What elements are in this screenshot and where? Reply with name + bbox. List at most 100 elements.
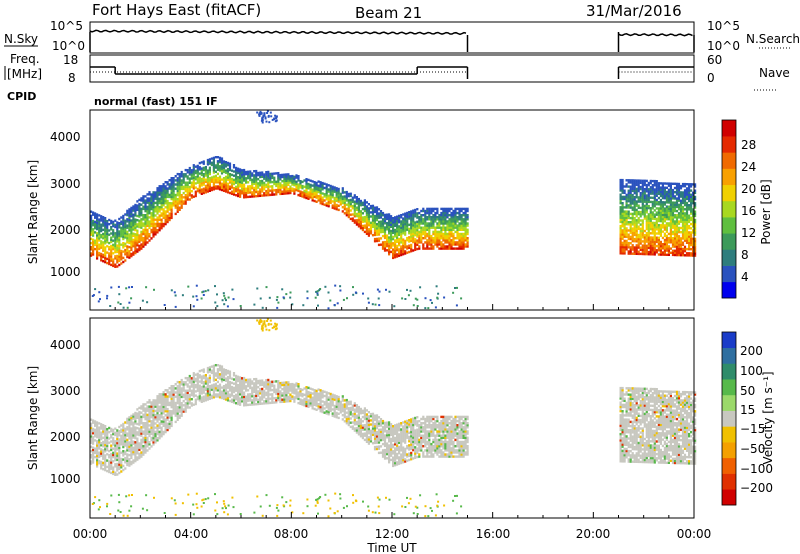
velocity-cell — [102, 440, 105, 444]
power-cell — [631, 202, 634, 205]
power-cell — [418, 237, 421, 240]
power-cell — [235, 177, 238, 180]
power-cell — [629, 206, 632, 209]
power-cell — [655, 240, 658, 244]
power-cell — [462, 243, 465, 246]
power-cell — [649, 248, 652, 252]
power-cell — [671, 224, 675, 227]
power-cell — [263, 188, 266, 191]
velocity-cell — [200, 400, 203, 403]
power-cell — [172, 179, 175, 182]
power-cell — [158, 185, 161, 188]
velocity-cell — [106, 432, 109, 435]
velocity-cell — [160, 403, 163, 406]
power-cell — [361, 218, 364, 221]
power-cell — [359, 201, 362, 205]
velocity-cell — [128, 420, 131, 423]
power-cell — [673, 232, 677, 236]
velocity-cell — [122, 441, 125, 444]
velocity-cell — [102, 461, 105, 465]
velocity-cell — [154, 409, 157, 413]
power-cell — [673, 203, 677, 206]
velocity-cell — [178, 416, 181, 419]
power-cell — [164, 197, 167, 201]
power-cell — [623, 206, 626, 209]
power-cell — [667, 213, 670, 217]
power-cell — [94, 231, 97, 234]
power-cell — [104, 227, 107, 230]
velocity-cell — [116, 454, 119, 457]
power-cell — [140, 209, 143, 213]
power-cell — [621, 183, 624, 186]
power-cell — [132, 234, 135, 237]
velocity-cell — [208, 378, 211, 382]
velocity-cell — [160, 401, 163, 404]
power-cell — [438, 241, 441, 244]
power-cell — [631, 252, 634, 255]
velocity-cell — [100, 444, 103, 447]
power-cell — [428, 239, 431, 242]
power-cell — [218, 183, 222, 187]
power-cell — [414, 208, 417, 212]
power-cell — [166, 181, 169, 184]
power-cell — [649, 217, 652, 220]
power-cell — [210, 176, 213, 179]
power-cell — [625, 248, 628, 251]
power-cell — [434, 228, 437, 231]
power-cell — [685, 233, 689, 236]
power-cell — [661, 194, 664, 198]
power-cell — [222, 185, 226, 188]
power-cell — [438, 234, 441, 238]
power-cell — [625, 239, 628, 243]
power-cell — [154, 191, 157, 194]
power-cell — [153, 288, 155, 291]
power-cell — [110, 244, 113, 248]
power-cell — [277, 172, 280, 175]
power-cell — [130, 238, 133, 241]
power-cell — [279, 184, 282, 187]
power-cell — [625, 197, 628, 201]
power-cell — [315, 290, 318, 293]
power-cell — [446, 209, 449, 213]
power-cell — [329, 197, 332, 200]
velocity-cell — [142, 451, 145, 454]
power-cell — [667, 197, 670, 200]
power-cell — [263, 177, 266, 180]
power-cell — [643, 215, 646, 218]
power-cell — [671, 216, 675, 219]
power-cell — [379, 210, 383, 213]
velocity-cell — [164, 401, 167, 404]
velocity-cell — [164, 399, 167, 402]
power-cell — [369, 221, 373, 224]
power-cell — [424, 224, 427, 227]
power-cell — [400, 241, 403, 244]
power-cell — [251, 184, 254, 188]
power-cell — [162, 199, 165, 203]
power-cell — [619, 218, 622, 221]
power-cell — [388, 248, 391, 252]
power-cell — [301, 184, 304, 188]
power-cell — [251, 180, 254, 184]
power-cell — [440, 207, 443, 211]
power-cell — [297, 179, 300, 182]
power-cell — [643, 252, 646, 256]
power-cell — [136, 204, 139, 207]
power-cell — [633, 200, 636, 203]
power-cell — [381, 228, 385, 231]
power-cell — [633, 217, 636, 220]
power-cell — [142, 216, 145, 219]
power-cell — [188, 179, 191, 182]
power-cell — [359, 220, 362, 224]
power-cell — [259, 171, 262, 174]
power-cell — [144, 199, 147, 202]
power-cell — [655, 188, 658, 191]
power-cell — [378, 304, 381, 307]
power-cell — [623, 222, 626, 226]
power-cell — [627, 216, 630, 220]
power-cell — [390, 217, 393, 220]
power-cell — [208, 177, 211, 180]
power-cell — [404, 252, 407, 255]
power-cell — [438, 214, 441, 217]
power-cell — [230, 184, 234, 187]
power-cell — [198, 172, 201, 175]
